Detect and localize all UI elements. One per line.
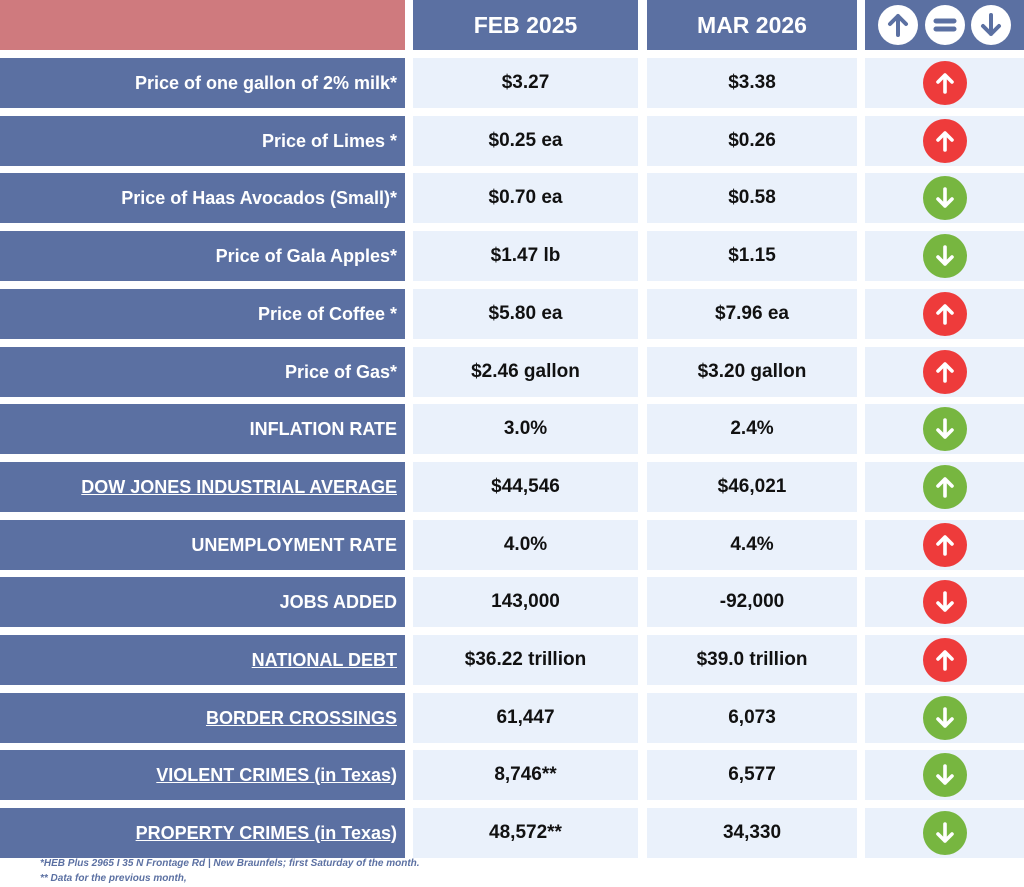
value-mar-2026: 34,330 — [647, 808, 857, 858]
row-label-text: Price of Limes * — [261, 130, 397, 151]
trend-up-arrow-icon — [922, 350, 967, 394]
trend-cell — [865, 750, 1024, 800]
trend-cell — [865, 462, 1024, 512]
row-label-text[interactable]: DOW JONES INDUSTRIAL AVERAGE — [81, 476, 397, 497]
value-feb-2025: $44,546 — [413, 462, 638, 512]
trend-cell — [865, 808, 1024, 858]
value-mar-2026: $39.0 trillion — [647, 635, 857, 685]
trend-cell — [865, 58, 1024, 108]
value-mar-2026: $1.15 — [647, 231, 857, 281]
equal-icon — [924, 5, 965, 45]
trend-cell — [865, 635, 1024, 685]
row-label[interactable]: DOW JONES INDUSTRIAL AVERAGE — [0, 462, 405, 512]
value-mar-2026: 6,577 — [647, 750, 857, 800]
row-label: INFLATION RATE — [0, 404, 405, 454]
trend-down-arrow-icon — [922, 234, 967, 278]
value-feb-2025: 143,000 — [413, 577, 638, 627]
down-arrow-icon — [971, 5, 1012, 45]
trend-up-arrow-icon — [922, 465, 967, 509]
value-feb-2025: 48,572** — [413, 808, 638, 858]
value-feb-2025: $36.22 trillion — [413, 635, 638, 685]
value-feb-2025: $3.27 — [413, 58, 638, 108]
column-header-mar-2026: MAR 2026 — [647, 0, 857, 50]
trend-cell — [865, 693, 1024, 743]
trend-up-arrow-icon — [922, 61, 967, 105]
trend-cell — [865, 116, 1024, 166]
trend-down-arrow-icon — [922, 176, 967, 220]
trend-down-arrow-icon — [922, 696, 967, 740]
value-mar-2026: $3.20 gallon — [647, 347, 857, 397]
row-label-text[interactable]: VIOLENT CRIMES (in Texas) — [156, 764, 397, 785]
value-feb-2025: $0.70 ea — [413, 173, 638, 223]
trend-down-arrow-icon — [922, 811, 967, 855]
value-mar-2026: 2.4% — [647, 404, 857, 454]
trend-down-arrow-icon — [922, 407, 967, 451]
row-label: Price of Limes * — [0, 116, 405, 166]
row-label-text: Price of Haas Avocados (Small)* — [121, 187, 397, 208]
value-feb-2025: 3.0% — [413, 404, 638, 454]
trend-legend — [865, 0, 1024, 50]
row-label-text: Price of Coffee * — [257, 303, 397, 324]
row-label-text: Price of Gala Apples* — [215, 245, 397, 266]
trend-down-arrow-icon — [922, 753, 967, 797]
value-mar-2026: $0.58 — [647, 173, 857, 223]
trend-cell — [865, 347, 1024, 397]
value-feb-2025: 4.0% — [413, 520, 638, 570]
up-arrow-icon — [877, 5, 918, 45]
value-feb-2025: $2.46 gallon — [413, 347, 638, 397]
value-mar-2026: $3.38 — [647, 58, 857, 108]
value-feb-2025: $0.25 ea — [413, 116, 638, 166]
trend-up-arrow-icon — [922, 292, 967, 336]
value-mar-2026: -92,000 — [647, 577, 857, 627]
row-label-text: Price of one gallon of 2% milk* — [134, 72, 397, 93]
row-label: Price of Gas* — [0, 347, 405, 397]
value-mar-2026: $46,021 — [647, 462, 857, 512]
header-corner — [0, 0, 405, 50]
trend-down-arrow-icon — [922, 580, 967, 624]
row-label: JOBS ADDED — [0, 577, 405, 627]
trend-cell — [865, 404, 1024, 454]
row-label-text[interactable]: BORDER CROSSINGS — [205, 707, 397, 728]
trend-up-arrow-icon — [922, 523, 967, 567]
column-header-feb-2025: FEB 2025 — [413, 0, 638, 50]
row-label-text[interactable]: NATIONAL DEBT — [251, 649, 397, 670]
footnote-previous-month: ** Data for the previous month, — [40, 873, 187, 884]
value-feb-2025: $1.47 lb — [413, 231, 638, 281]
value-mar-2026: 6,073 — [647, 693, 857, 743]
trend-cell — [865, 289, 1024, 339]
value-feb-2025: 61,447 — [413, 693, 638, 743]
footnote-source: *HEB Plus 2965 I 35 N Frontage Rd | New … — [40, 858, 420, 869]
row-label[interactable]: VIOLENT CRIMES (in Texas) — [0, 750, 405, 800]
row-label-text: Price of Gas* — [284, 361, 397, 382]
value-feb-2025: 8,746** — [413, 750, 638, 800]
row-label[interactable]: BORDER CROSSINGS — [0, 693, 405, 743]
row-label-text: JOBS ADDED — [279, 591, 397, 612]
value-mar-2026: $0.26 — [647, 116, 857, 166]
trend-up-arrow-icon — [922, 638, 967, 682]
row-label[interactable]: PROPERTY CRIMES (in Texas) — [0, 808, 405, 858]
row-label: Price of Coffee * — [0, 289, 405, 339]
row-label-text[interactable]: PROPERTY CRIMES (in Texas) — [135, 822, 397, 843]
trend-cell — [865, 231, 1024, 281]
trend-cell — [865, 173, 1024, 223]
row-label: UNEMPLOYMENT RATE — [0, 520, 405, 570]
trend-cell — [865, 520, 1024, 570]
row-label: Price of Gala Apples* — [0, 231, 405, 281]
row-label: Price of one gallon of 2% milk* — [0, 58, 405, 108]
trend-cell — [865, 577, 1024, 627]
row-label-text: UNEMPLOYMENT RATE — [191, 534, 397, 555]
row-label[interactable]: NATIONAL DEBT — [0, 635, 405, 685]
value-mar-2026: $7.96 ea — [647, 289, 857, 339]
row-label-text: INFLATION RATE — [249, 418, 397, 439]
value-mar-2026: 4.4% — [647, 520, 857, 570]
value-feb-2025: $5.80 ea — [413, 289, 638, 339]
row-label: Price of Haas Avocados (Small)* — [0, 173, 405, 223]
trend-up-arrow-icon — [922, 119, 967, 163]
